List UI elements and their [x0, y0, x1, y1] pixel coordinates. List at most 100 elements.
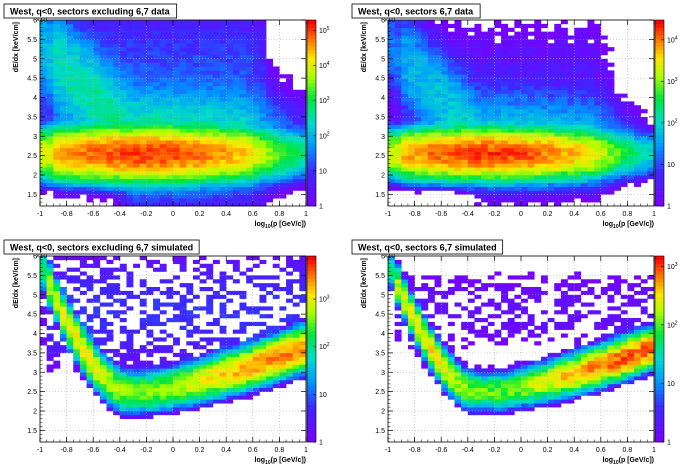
heatmap-cell — [66, 20, 74, 25]
heatmap-cell — [441, 163, 449, 168]
heatmap-cell — [467, 182, 475, 187]
heatmap-cell — [179, 66, 187, 71]
heatmap-cell — [627, 128, 635, 133]
heatmap-cell — [447, 70, 455, 75]
heatmap-cell — [59, 78, 67, 83]
heatmap-cell — [106, 376, 114, 381]
heatmap-cell — [173, 202, 180, 207]
heatmap-cell — [166, 20, 174, 25]
heatmap-cell — [547, 198, 555, 203]
heatmap-cell — [246, 383, 254, 389]
heatmap-cell — [46, 132, 54, 137]
heatmap-cell — [527, 151, 535, 156]
heatmap-cell — [212, 349, 220, 354]
heatmap-cell — [93, 356, 101, 361]
heatmap-cell — [186, 194, 194, 199]
heatmap-cell — [427, 51, 435, 56]
heatmap-cell — [146, 368, 154, 373]
heatmap-cell — [99, 399, 107, 404]
heatmap-cell — [93, 93, 101, 98]
heatmap-cell — [266, 93, 274, 98]
color-bar-step — [655, 79, 664, 84]
heatmap-cell — [166, 27, 174, 32]
heatmap-cell — [232, 124, 240, 129]
heatmap-cell — [46, 159, 54, 164]
heatmap-cell — [547, 124, 555, 129]
heatmap-cell — [206, 190, 214, 195]
heatmap-cell — [540, 140, 548, 145]
heatmap-cell — [159, 194, 167, 199]
heatmap-cell — [126, 54, 134, 60]
heatmap-cell — [487, 74, 495, 79]
heatmap-cell — [53, 51, 61, 56]
heatmap-cell — [93, 62, 101, 67]
heatmap-cell — [580, 54, 588, 60]
heatmap-cell — [521, 89, 528, 94]
heatmap-cell — [521, 78, 528, 83]
heatmap-cell — [93, 368, 101, 373]
heatmap-cell — [521, 167, 528, 172]
heatmap-cell — [567, 132, 575, 137]
heatmap-cell — [113, 101, 121, 106]
heatmap-cell — [252, 20, 260, 25]
heatmap-cell — [494, 194, 502, 199]
heatmap-cell — [159, 267, 167, 272]
heatmap-cell — [53, 256, 61, 261]
heatmap-cell — [514, 97, 522, 102]
heatmap-cell — [232, 39, 240, 44]
heatmap-cell — [133, 35, 141, 40]
heatmap-cell — [614, 171, 622, 176]
heatmap-cell — [279, 190, 287, 195]
heatmap-cell — [219, 39, 227, 44]
heatmap-cell — [133, 186, 141, 191]
heatmap-cell — [252, 383, 260, 389]
heatmap-cell — [173, 403, 180, 408]
heatmap-cell — [40, 182, 47, 187]
heatmap-cell — [299, 155, 307, 160]
heatmap-cell — [252, 132, 260, 137]
heatmap-cell — [407, 163, 415, 168]
heatmap-cell — [139, 186, 147, 191]
y-tick-label: 4.5 — [375, 76, 385, 83]
heatmap-cell — [414, 27, 422, 32]
heatmap-cell — [59, 302, 67, 307]
heatmap-cell — [587, 70, 595, 75]
heatmap-cell — [441, 78, 449, 83]
heatmap-cell — [594, 47, 602, 52]
heatmap-cell — [388, 62, 395, 67]
heatmap-cell — [159, 302, 167, 307]
heatmap-cell — [40, 337, 47, 342]
heatmap-cell — [407, 82, 415, 87]
heatmap-cell — [46, 101, 54, 106]
heatmap-cell — [507, 74, 515, 79]
heatmap-cell — [173, 66, 180, 71]
heatmap-cell — [594, 140, 602, 145]
color-bar-step — [655, 183, 664, 188]
heatmap-cell — [620, 113, 628, 118]
heatmap-cell — [407, 23, 415, 29]
heatmap-cell — [73, 78, 81, 83]
heatmap-cell — [594, 74, 602, 79]
heatmap-cell — [53, 43, 61, 48]
heatmap-cell — [133, 159, 141, 164]
heatmap-cell — [407, 20, 415, 25]
heatmap-cell — [166, 159, 174, 164]
heatmap-cell — [514, 116, 522, 122]
heatmap-cell — [53, 364, 61, 369]
heatmap-cell — [206, 27, 214, 32]
heatmap-cell — [192, 101, 200, 106]
heatmap-cell — [461, 178, 469, 184]
heatmap-cell — [461, 62, 469, 67]
heatmap-cell — [560, 66, 568, 71]
heatmap-cell — [40, 85, 47, 91]
heatmap-cell — [614, 109, 622, 114]
heatmap-cell — [133, 380, 141, 385]
color-bar-step — [307, 109, 316, 114]
heatmap-cell — [594, 39, 602, 44]
heatmap-cell — [434, 178, 442, 184]
heatmap-cell — [133, 372, 141, 377]
heatmap-cell — [266, 105, 274, 110]
heatmap-cell — [206, 287, 214, 292]
heatmap-cell — [133, 190, 141, 195]
heatmap-cell — [272, 333, 280, 338]
